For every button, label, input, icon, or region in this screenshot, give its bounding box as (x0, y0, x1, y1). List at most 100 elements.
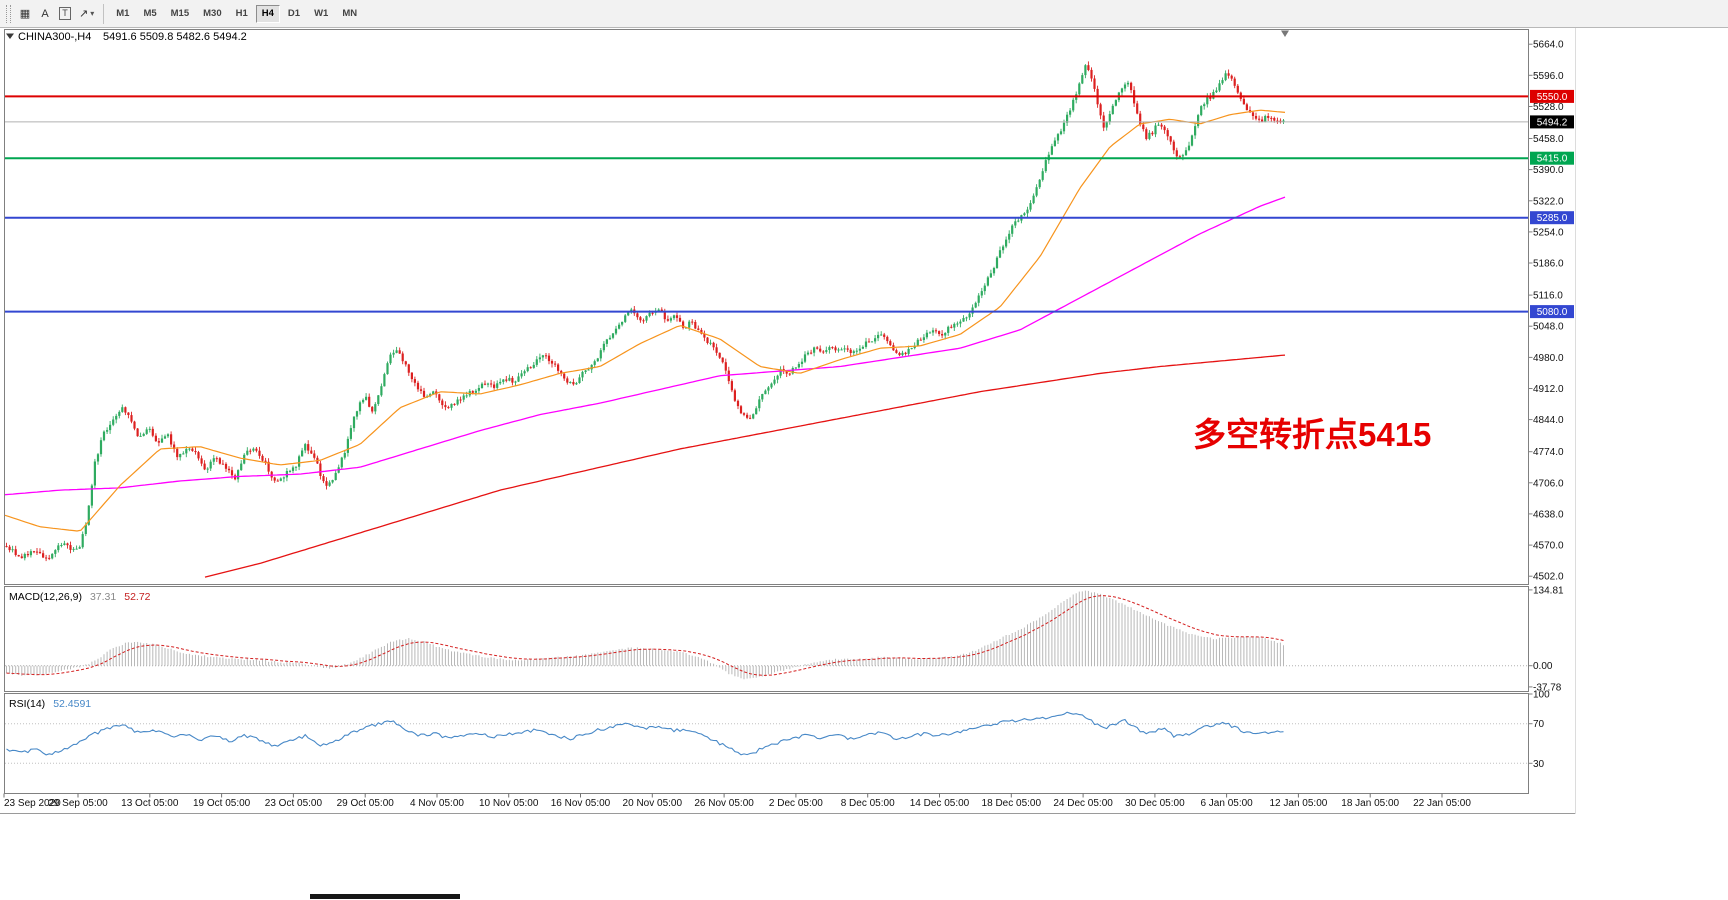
candle (569, 381, 572, 384)
candle (1184, 147, 1188, 156)
candle (535, 356, 538, 367)
candle (520, 370, 523, 379)
candle (109, 421, 112, 434)
price-axis[interactable]: 5664.0 5596.0 5528.0 5458.0 5390.0 5322.0 5254… (1528, 40, 1575, 583)
time-axis-label: 2 Dec 05:00 (769, 798, 823, 809)
chart-annotation[interactable]: 多空转折点5415 (1193, 416, 1431, 453)
timeframe-button-mn[interactable]: MN (342, 8, 358, 19)
timeframe-button-m30[interactable]: M30 (203, 8, 222, 19)
horizontal-lines[interactable] (5, 95, 1528, 313)
timeframe-button-w1[interactable]: W1 (314, 8, 329, 19)
candle (813, 346, 816, 357)
timeframe-button-d1[interactable]: D1 (287, 8, 301, 19)
candle (700, 327, 703, 335)
candle (618, 322, 621, 330)
candle (547, 353, 551, 365)
candle (1108, 110, 1111, 125)
chart-symbol-title: CHINA300-,H4 (18, 31, 91, 43)
candle (1002, 244, 1005, 254)
chart-canvas[interactable]: 5664.0 5596.0 5528.0 5458.0 5390.0 5322.0 5254… (0, 28, 1728, 900)
candle (48, 554, 51, 561)
candle (941, 330, 944, 339)
candle (483, 380, 487, 386)
candle (96, 453, 100, 465)
candle (130, 411, 133, 424)
candle (1038, 179, 1041, 189)
chart-shift-marker-icon (1281, 30, 1289, 37)
grid-tool-button[interactable]: ▦ (15, 4, 35, 24)
candle (889, 339, 892, 347)
candle (1203, 102, 1206, 110)
candle (870, 341, 874, 343)
candle (733, 388, 736, 402)
candle (145, 427, 148, 435)
timeframe-button-h4[interactable]: H4 (255, 4, 280, 23)
text-tool-button[interactable]: A (35, 4, 55, 24)
price-axis-label: 5048.0 (1533, 322, 1564, 333)
candle (541, 354, 544, 361)
candle (160, 434, 164, 443)
candle (499, 378, 502, 385)
candle (151, 426, 154, 438)
price-axis-label: 4502.0 (1533, 572, 1564, 583)
timeframe-button-m15[interactable]: M15 (170, 8, 190, 19)
candle (136, 428, 139, 437)
candle (505, 376, 508, 383)
one-click-trading-icon[interactable] (6, 33, 14, 40)
text-label-tool-button[interactable]: T (55, 4, 75, 24)
candle (133, 420, 136, 431)
rsi-axis-label: 100 (1533, 690, 1550, 701)
candle (1032, 193, 1035, 205)
candle (730, 379, 733, 393)
candle (148, 426, 151, 433)
candle (931, 327, 935, 336)
candle (779, 366, 782, 379)
candle (1206, 93, 1209, 108)
candle (246, 447, 249, 456)
timeframe-button-m5[interactable]: M5 (143, 8, 157, 19)
macd-label: MACD(12,26,9) 37.31 52.72 (9, 591, 151, 603)
time-axis-label: 23 Sep 2020 (4, 798, 61, 809)
candle (383, 372, 386, 387)
candle (438, 393, 441, 403)
text-label-tool-icon: T (59, 7, 71, 20)
candle (410, 372, 413, 383)
candle (907, 345, 910, 357)
candle (566, 376, 569, 385)
candle (855, 348, 858, 355)
candle (578, 374, 581, 384)
candle (810, 349, 813, 355)
candle (947, 325, 950, 336)
candle (252, 447, 255, 453)
candle (1267, 113, 1270, 121)
candle (102, 430, 106, 442)
candle (294, 466, 298, 471)
toolbar-drag-handle[interactable] (6, 4, 11, 23)
candle (797, 361, 800, 369)
timeframe-button-m1[interactable]: M1 (116, 8, 130, 19)
price-axis-label: 4844.0 (1533, 415, 1564, 426)
candle (880, 331, 883, 336)
shapes-tool-button[interactable]: ↗ ▾ (75, 4, 98, 24)
candle (93, 458, 96, 489)
candle (983, 283, 986, 295)
candle (1218, 79, 1221, 93)
candle (1157, 122, 1160, 126)
candle (273, 476, 276, 483)
candle (916, 338, 919, 347)
price-axis-label: 5254.0 (1533, 227, 1564, 238)
candle (154, 433, 157, 442)
candle (1279, 118, 1282, 124)
candle (401, 351, 404, 365)
candle (279, 477, 282, 482)
candle (938, 330, 941, 337)
candle (352, 416, 356, 432)
timeframe-button-h1[interactable]: H1 (235, 8, 248, 19)
macd-axis-label: 0.00 (1533, 661, 1553, 672)
candle (142, 432, 145, 437)
candle (23, 552, 26, 561)
candle (837, 347, 840, 353)
candle (965, 316, 968, 322)
